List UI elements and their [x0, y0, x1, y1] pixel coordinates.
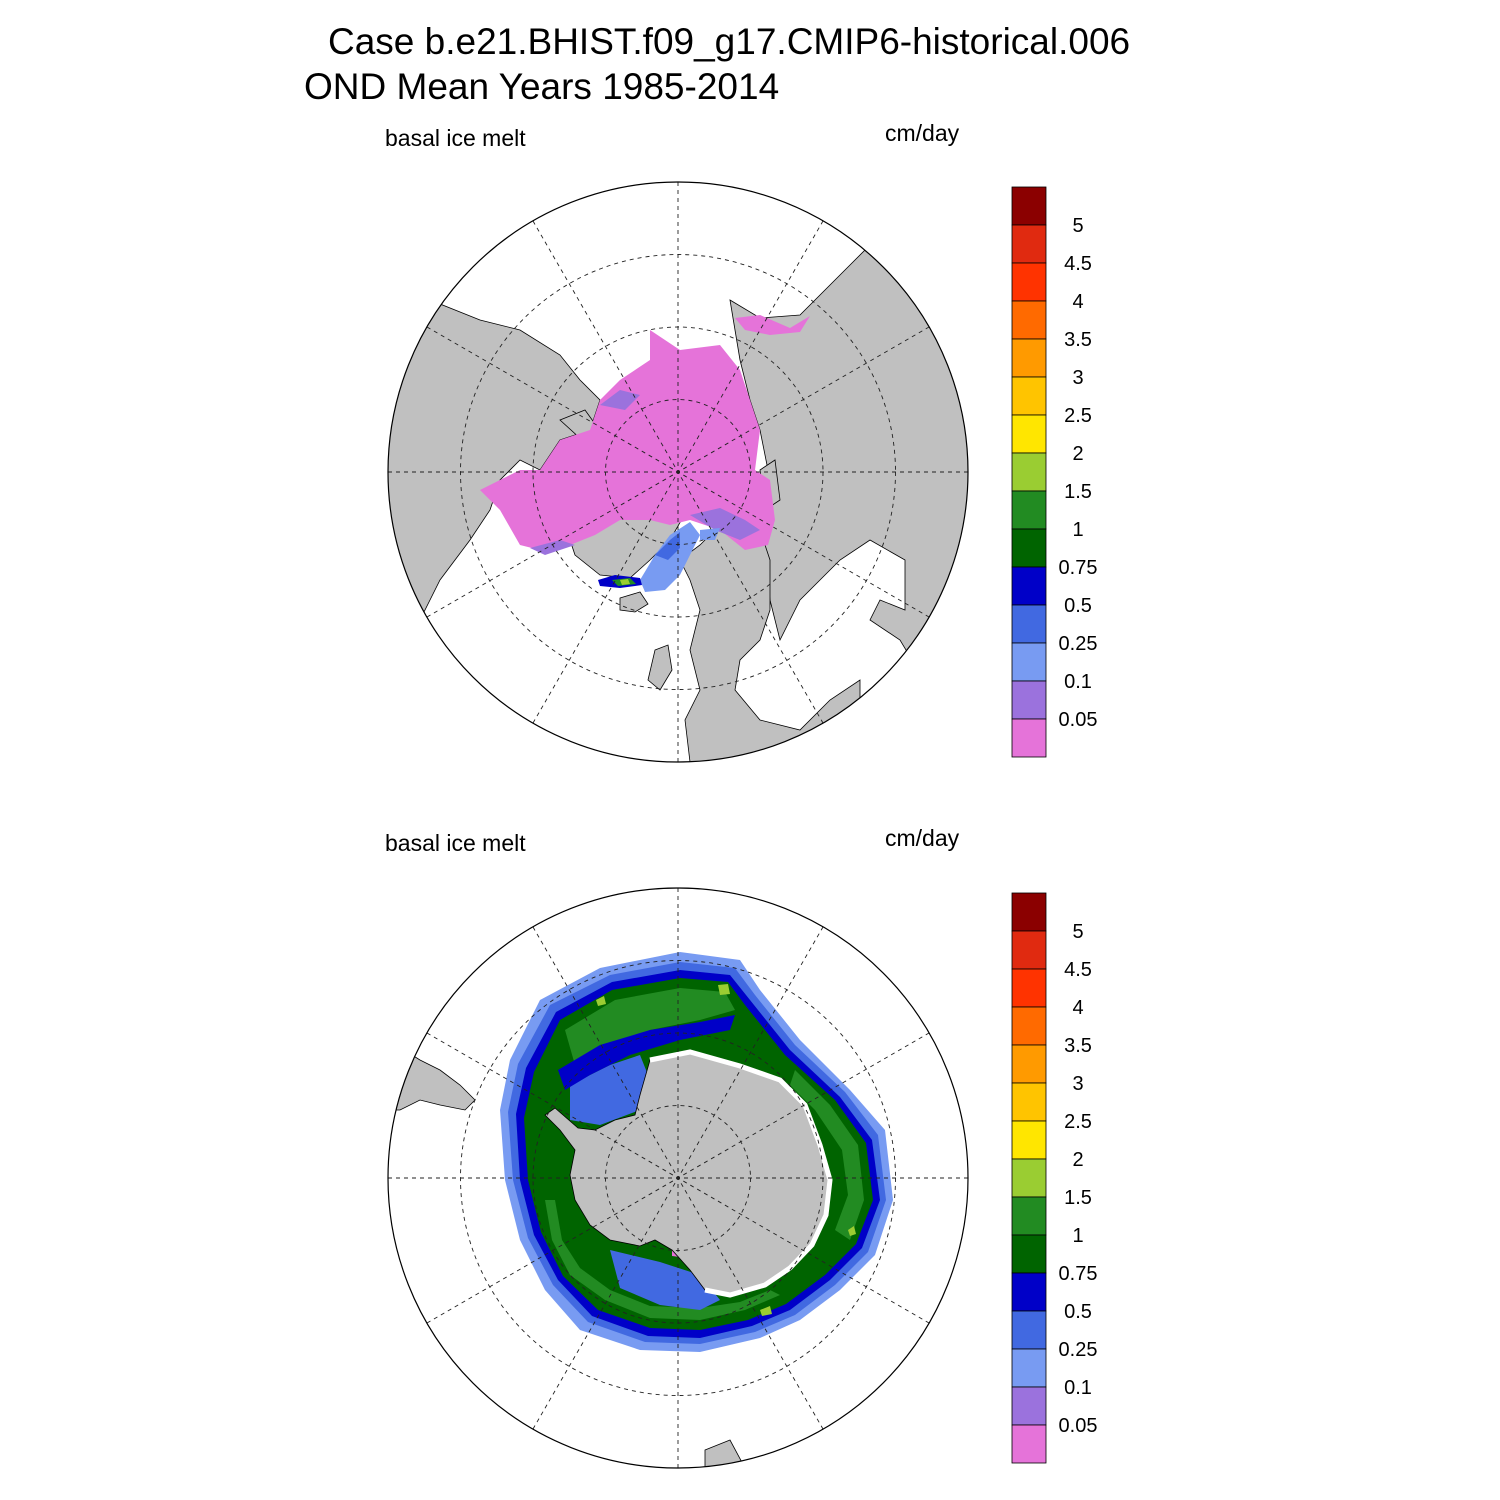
south-colorbar-label: 5 — [1072, 921, 1083, 943]
south-colorbar-swatch — [1011, 930, 1047, 970]
north-colorbar-swatch — [1011, 224, 1047, 264]
north-colorbar-swatch — [1011, 566, 1047, 606]
panel-south: basal ice melt cm/day — [385, 825, 1098, 1469]
north-melt-1.5-2 — [620, 579, 630, 585]
south-colorbar-label: 1 — [1072, 1225, 1083, 1247]
panel-north-left-label: basal ice melt — [385, 125, 526, 151]
north-melt-0-0.05 — [480, 330, 775, 550]
north-colorbar-swatch — [1011, 452, 1047, 492]
north-colorbar-label: 5 — [1072, 215, 1083, 237]
north-colorbar-label: 2.5 — [1064, 405, 1092, 427]
north-colorbar-label: 4 — [1072, 291, 1083, 313]
south-colorbar-swatch — [1011, 968, 1047, 1008]
panel-south-units-label: cm/day — [885, 825, 960, 851]
north-map-border — [387, 181, 969, 763]
south-colorbar-swatch — [1011, 1348, 1047, 1388]
north-colorbar: 5 4.5 4 3.5 3 2.5 2 1.5 1 0.75 0.5 0.25 0.1 0.05 — [1011, 186, 1098, 758]
south-colorbar-label: 4.5 — [1064, 959, 1092, 981]
north-colorbar-swatch — [1011, 680, 1047, 720]
north-colorbar-swatch — [1011, 186, 1047, 226]
north-colorbar-label: 0.5 — [1064, 595, 1092, 617]
north-colorbar-swatch — [1011, 300, 1047, 340]
south-colorbar-swatch — [1011, 1272, 1047, 1312]
north-colorbar-swatch — [1011, 490, 1047, 530]
north-colorbar-label: 3 — [1072, 367, 1083, 389]
south-colorbar-label: 2.5 — [1064, 1111, 1092, 1133]
south-colorbar-swatch — [1011, 1006, 1047, 1046]
north-colorbar-label: 4.5 — [1064, 253, 1092, 275]
south-colorbar-label: 0.75 — [1059, 1263, 1098, 1285]
south-map-border — [387, 887, 969, 1469]
north-colorbar-labels: 5 4.5 4 3.5 3 2.5 2 1.5 1 0.75 0.5 0.25 0.1 0.05 — [1059, 215, 1098, 731]
north-colorbar-label: 1.5 — [1064, 481, 1092, 503]
north-colorbar-swatch — [1011, 604, 1047, 644]
south-graticule — [388, 888, 968, 1468]
north-colorbar-label: 3.5 — [1064, 329, 1092, 351]
north-colorbar-label: 0.1 — [1064, 671, 1092, 693]
south-colorbar-label: 1.5 — [1064, 1187, 1092, 1209]
north-colorbar-label: 2 — [1072, 443, 1083, 465]
north-colorbar-label: 1 — [1072, 519, 1083, 541]
south-colorbar-labels: 5 4.5 4 3.5 3 2.5 2 1.5 1 0.75 0.5 0.25 0.1 0.05 — [1059, 921, 1098, 1437]
south-polar-map — [388, 888, 968, 1468]
north-colorbar-swatch — [1011, 642, 1047, 682]
south-colorbar-label: 0.1 — [1064, 1377, 1092, 1399]
north-colorbar-swatch — [1011, 414, 1047, 454]
south-colorbar-label: 0.5 — [1064, 1301, 1092, 1323]
south-colorbar: 5 4.5 4 3.5 3 2.5 2 1.5 1 0.75 0.5 0.25 0.1 0.05 — [1011, 892, 1098, 1464]
north-colorbar-swatch — [1011, 338, 1047, 378]
north-colorbar-swatches — [1011, 186, 1047, 758]
south-colorbar-label: 4 — [1072, 997, 1083, 1019]
north-melt-0.1-0.25 — [640, 522, 720, 592]
panel-south-left-label: basal ice melt — [385, 830, 526, 856]
south-colorbar-label: 0.25 — [1059, 1339, 1098, 1361]
south-colorbar-swatch — [1011, 1120, 1047, 1160]
south-colorbar-swatch — [1011, 1082, 1047, 1122]
south-colorbar-swatch — [1011, 1386, 1047, 1426]
south-colorbar-swatch — [1011, 1424, 1047, 1464]
south-colorbar-swatch — [1011, 1196, 1047, 1236]
north-colorbar-label: 0.75 — [1059, 557, 1098, 579]
north-colorbar-swatch — [1011, 262, 1047, 302]
north-melt-0.25-0.5 — [655, 532, 680, 560]
north-colorbar-swatch — [1011, 376, 1047, 416]
south-colorbar-label: 3 — [1072, 1073, 1083, 1095]
south-colorbar-swatch — [1011, 892, 1047, 932]
south-colorbar-label: 3.5 — [1064, 1035, 1092, 1057]
north-polar-map — [388, 182, 968, 762]
figure-title-line1: Case b.e21.BHIST.f09_g17.CMIP6-historica… — [328, 21, 1130, 62]
south-colorbar-swatches — [1011, 892, 1047, 1464]
south-colorbar-swatch — [1011, 1234, 1047, 1274]
panel-north: basal ice melt cm/day — [385, 120, 1098, 763]
south-colorbar-swatch — [1011, 1044, 1047, 1084]
south-colorbar-label: 0.05 — [1059, 1415, 1098, 1437]
north-colorbar-label: 0.05 — [1059, 709, 1098, 731]
figure-title-line2: OND Mean Years 1985-2014 — [304, 66, 779, 107]
south-colorbar-swatch — [1011, 1158, 1047, 1198]
panel-north-units-label: cm/day — [885, 120, 960, 146]
north-graticule — [388, 182, 968, 762]
north-colorbar-swatch — [1011, 718, 1047, 758]
north-colorbar-swatch — [1011, 528, 1047, 568]
north-colorbar-label: 0.25 — [1059, 633, 1098, 655]
south-colorbar-swatch — [1011, 1310, 1047, 1350]
south-colorbar-label: 2 — [1072, 1149, 1083, 1171]
